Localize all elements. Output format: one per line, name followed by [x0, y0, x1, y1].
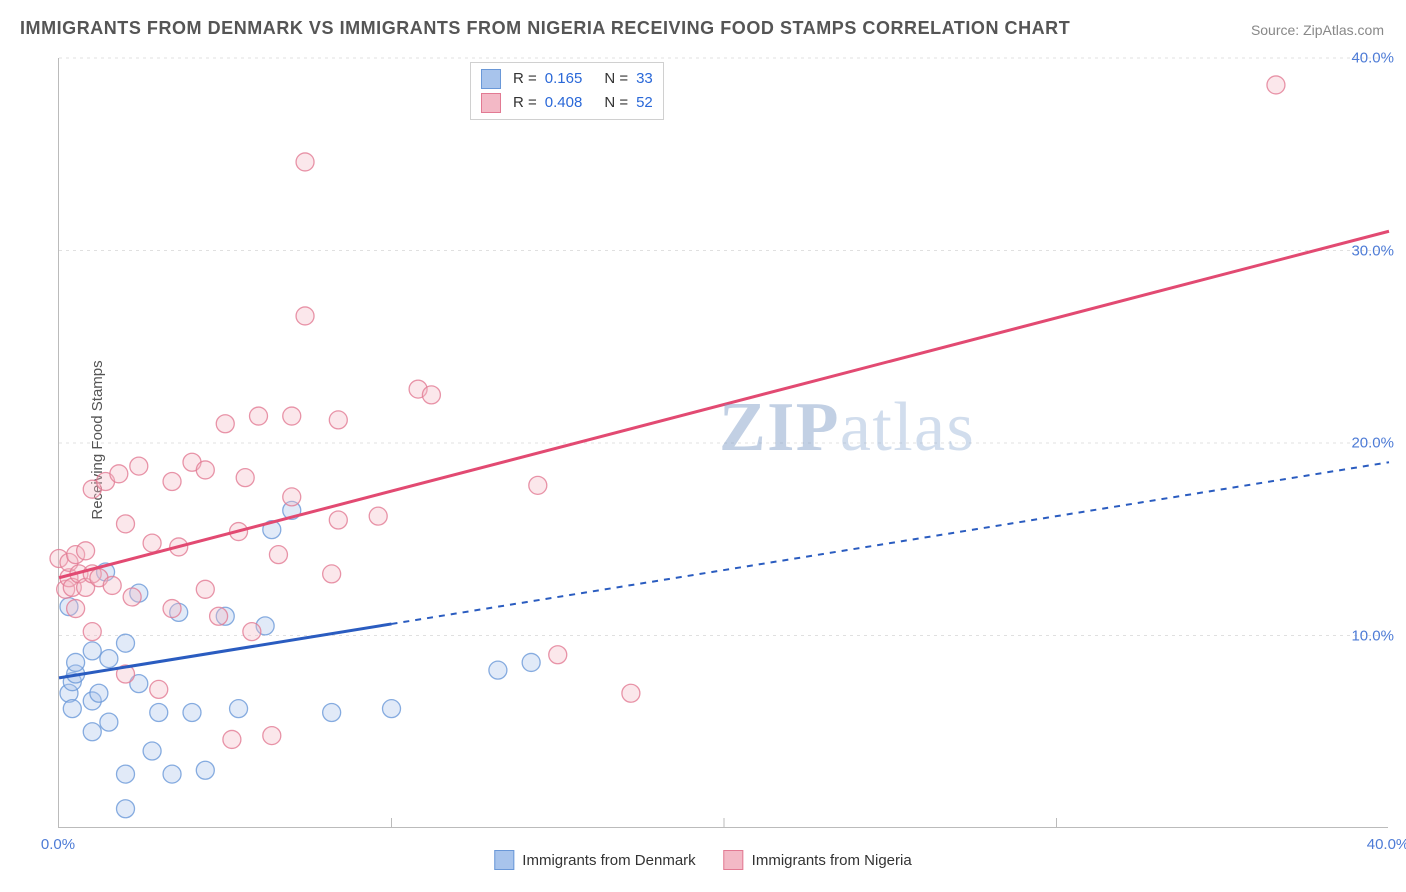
legend-item-nigeria: Immigrants from Nigeria	[724, 850, 912, 870]
chart-title: IMMIGRANTS FROM DENMARK VS IMMIGRANTS FR…	[20, 18, 1070, 39]
legend-item-denmark: Immigrants from Denmark	[494, 850, 695, 870]
y-tick-label: 10.0%	[1351, 627, 1394, 644]
plot-svg	[59, 58, 1389, 828]
y-tick-label: 30.0%	[1351, 242, 1394, 259]
y-tick-label: 40.0%	[1351, 50, 1394, 67]
legend-stat-row: R =0.165N =33	[481, 67, 653, 91]
legend-stat-row: R =0.408N =52	[481, 91, 653, 115]
correlation-chart: IMMIGRANTS FROM DENMARK VS IMMIGRANTS FR…	[0, 0, 1406, 892]
y-tick-label: 20.0%	[1351, 435, 1394, 452]
legend-series: Immigrants from Denmark Immigrants from …	[494, 850, 911, 870]
source-link[interactable]: ZipAtlas.com	[1303, 22, 1384, 38]
swatch-nigeria	[724, 850, 744, 870]
legend-stats: R =0.165N =33R =0.408N =52	[470, 62, 664, 120]
x-tick-label: 0.0%	[41, 836, 75, 853]
x-tick-label: 40.0%	[1367, 836, 1406, 853]
source-label: Source: ZipAtlas.com	[1251, 22, 1384, 38]
swatch-denmark	[494, 850, 514, 870]
plot-area: ZIPatlas	[58, 58, 1388, 828]
